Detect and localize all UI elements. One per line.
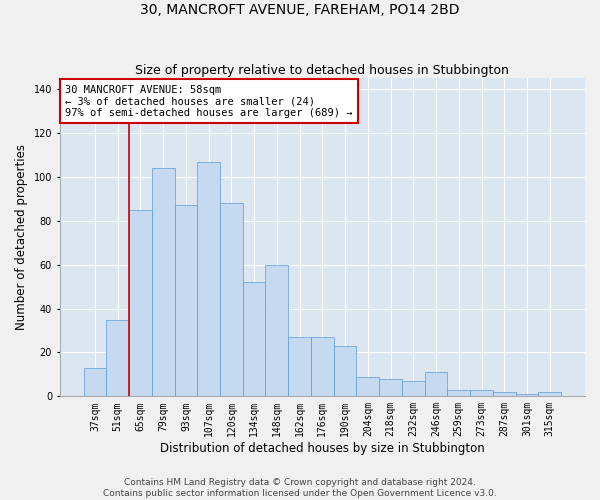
Bar (356, 376, 379, 396)
Bar (265, 264, 288, 396)
Bar (106, 320, 129, 396)
Bar (83, 368, 106, 396)
Bar (515, 394, 538, 396)
Text: 30, MANCROFT AVENUE, FAREHAM, PO14 2BD: 30, MANCROFT AVENUE, FAREHAM, PO14 2BD (140, 2, 460, 16)
Bar (197, 162, 220, 396)
Bar (243, 282, 265, 397)
Bar (493, 392, 515, 396)
Bar (448, 390, 470, 396)
X-axis label: Distribution of detached houses by size in Stubbington: Distribution of detached houses by size … (160, 442, 485, 455)
Text: Contains HM Land Registry data © Crown copyright and database right 2024.
Contai: Contains HM Land Registry data © Crown c… (103, 478, 497, 498)
Bar (334, 346, 356, 397)
Bar (311, 337, 334, 396)
Bar (470, 390, 493, 396)
Bar (220, 203, 243, 396)
Bar (175, 206, 197, 396)
Title: Size of property relative to detached houses in Stubbington: Size of property relative to detached ho… (136, 64, 509, 77)
Bar (538, 392, 561, 396)
Bar (379, 379, 402, 396)
Text: 30 MANCROFT AVENUE: 58sqm
← 3% of detached houses are smaller (24)
97% of semi-d: 30 MANCROFT AVENUE: 58sqm ← 3% of detach… (65, 84, 352, 117)
Bar (152, 168, 175, 396)
Y-axis label: Number of detached properties: Number of detached properties (15, 144, 28, 330)
Bar (402, 381, 425, 396)
Bar (129, 210, 152, 396)
Bar (288, 337, 311, 396)
Bar (425, 372, 448, 396)
